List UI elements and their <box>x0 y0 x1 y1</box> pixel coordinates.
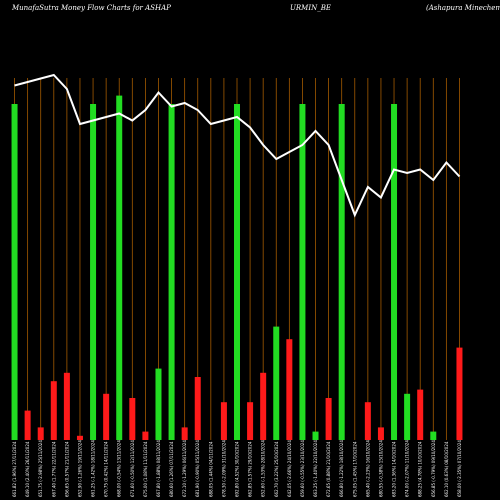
bar-down <box>220 402 227 440</box>
bar-up <box>11 104 18 440</box>
chart-title: MunafaSutra Money Flow Charts for ASHAP … <box>11 4 500 12</box>
title-part-right: (Ashapura Minechem <box>426 4 500 12</box>
x-tick-label: 666.80 (-1.22%) 18/10/2024 <box>339 440 344 497</box>
bar-down <box>194 377 201 440</box>
x-tick-label: 658.00 (-2.35%) 07/10/2024 <box>457 440 462 497</box>
bar-down <box>76 435 83 440</box>
title-part-left: MunafaSutra Money Flow Charts for ASHAP <box>11 4 171 12</box>
x-tick-label: 652.90 (-1.26%) 19/11/2024 <box>77 440 82 497</box>
x-tick-label: 670.75 (0.42%) 14/11/2024 <box>104 441 109 497</box>
bars <box>11 95 463 440</box>
bar-up <box>404 393 411 440</box>
x-tick-label: 692.80 (4.52%) 30/10/2024 <box>235 441 240 497</box>
x-tick-label: 671.60 (-0.50%) 12/11/2024 <box>130 440 135 497</box>
bar-up <box>116 95 123 440</box>
bar-down <box>63 372 70 440</box>
bar-down <box>456 347 463 440</box>
x-tick-label: 680.60 (1.26%) 07/11/2024 <box>169 441 174 497</box>
x-tick-label: 688.05 (1.44%) 04/11/2024 <box>208 441 213 497</box>
x-tick-labels: 661.82 (1.96%) 27/11/2024 649.10 (2.40%) … <box>12 440 462 497</box>
x-tick-label: 675.05 (1.45%) 17/10/2024 <box>352 441 357 497</box>
bar-down <box>37 427 44 440</box>
bar-up <box>168 104 175 440</box>
x-tick-label: 663.25 (-1.40%) 22/10/2024 <box>313 440 318 497</box>
x-tick-label: 662.10 (0.63%) 08/10/2024 <box>444 441 449 497</box>
x-tick-label: 674.00 (-2.07%) 11/10/2024 <box>405 440 410 497</box>
bar-down <box>325 398 332 440</box>
bar-down <box>129 398 136 440</box>
x-tick-label: 651.75 (-2.98%) 25/11/2024 <box>38 440 43 497</box>
bar-up <box>234 104 240 440</box>
bar-down <box>364 402 371 440</box>
x-tick-label: 659.60 (-0.55%) 23/10/2024 <box>300 440 305 497</box>
x-tick-label: 668.00 (-0.54%) 13/11/2024 <box>117 440 122 497</box>
bar-up <box>90 104 97 440</box>
bar-down <box>181 427 188 440</box>
title-part-middle: URMIN_BE <box>290 4 331 12</box>
x-tick-label: 662.85 (1.57%) 29/10/2024 <box>248 441 253 497</box>
x-tick-label: 683.20 (1.36%) 14/10/2024 <box>392 441 397 497</box>
x-tick-label: 681.90 (-0.90%) 05/11/2024 <box>195 440 200 497</box>
bar-down <box>247 402 254 440</box>
x-tick-label: 680.55 (-0.38%) 15/10/2024 <box>378 440 383 497</box>
x-tick-label: 656.65 (0.57%) 21/11/2024 <box>64 441 69 497</box>
bar-up <box>391 104 398 440</box>
x-tick-label: 675.00 (1.08%) 11/11/2024 <box>143 441 148 497</box>
x-tick-label: 661.82 (1.96%) 27/11/2024 <box>12 441 17 497</box>
bar-down <box>24 410 31 440</box>
bar-up <box>155 368 162 440</box>
x-tick-label: 665.40 (-2.23%) 16/10/2024 <box>365 440 370 497</box>
x-tick-label: 642.05 (-2.66%) 24/10/2024 <box>287 440 292 497</box>
bar-down <box>260 372 267 440</box>
bar-down <box>50 381 57 440</box>
x-tick-label: 688.25 (4.78%) 10/10/2024 <box>418 441 423 497</box>
x-tick-label: 652.60 (-1.53%) 28/10/2024 <box>261 440 266 497</box>
bar-down <box>142 431 149 440</box>
bar-down <box>286 339 293 440</box>
bar-up <box>430 431 437 440</box>
bar-up <box>299 104 306 440</box>
x-tick-label: 678.30 (-2.09%) 31/10/2024 <box>221 440 226 497</box>
x-tick-label: 667.40 (1.77%) 22/11/2024 <box>51 441 56 497</box>
x-tick-label: 661.25 (-1.42%) 18/11/2024 <box>91 440 96 497</box>
bar-up <box>273 326 280 440</box>
x-tick-label: 672.65 (0.88%) 21/10/2024 <box>326 441 331 497</box>
x-tick-label: 672.10 (-1.29%) 06/11/2024 <box>182 440 187 497</box>
bar-down <box>103 393 110 440</box>
x-tick-label: 656.85 (-0.79%) 09/10/2024 <box>431 440 436 497</box>
bar-up <box>312 431 319 440</box>
bar-down <box>377 427 384 440</box>
bar-down <box>417 389 424 440</box>
x-tick-label: 667.80 (-1.88%) 08/11/2024 <box>156 440 161 497</box>
x-tick-label: 662.70 (3.22%) 25/10/2024 <box>274 441 279 497</box>
x-tick-label: 649.10 (2.40%) 26/11/2024 <box>25 441 30 497</box>
bar-up <box>338 104 345 440</box>
price-line <box>14 73 461 218</box>
